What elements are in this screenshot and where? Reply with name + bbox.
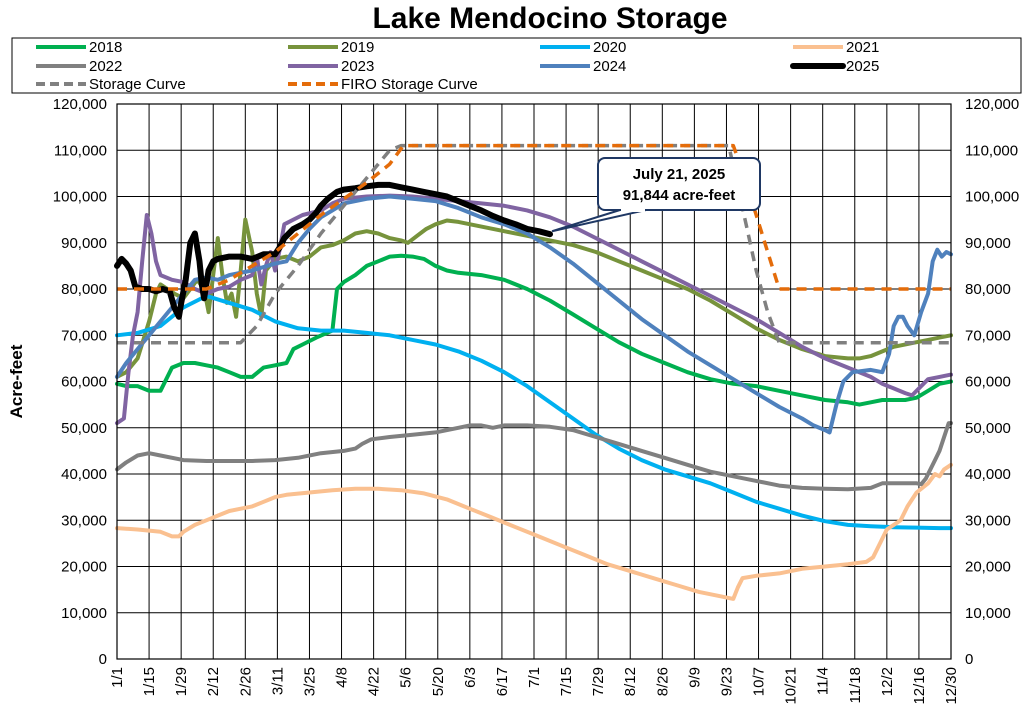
x-tick-label: 4/8 [334, 667, 351, 688]
y-tick-label-left: 110,000 [54, 142, 107, 159]
x-tick-label: 10/7 [751, 667, 768, 696]
legend-label-2024: 2024 [593, 58, 626, 75]
callout: July 21, 2025 91,844 acre-feet [551, 157, 761, 233]
x-tick-label: 11/4 [815, 667, 832, 695]
callout-seam [621, 208, 645, 212]
legend-label-2020: 2020 [593, 39, 626, 56]
callout-value: 91,844 acre-feet [623, 187, 736, 204]
y-tick-label-right: 90,000 [965, 235, 1011, 252]
x-tick-label: 8/12 [622, 667, 639, 696]
x-tick-label: 2/12 [205, 667, 222, 696]
x-tick-label: 12/16 [911, 667, 928, 705]
x-tick-label: 1/29 [173, 667, 190, 696]
x-tick-label: 6/17 [494, 667, 511, 696]
legend-label-2022: 2022 [89, 58, 122, 75]
y-tick-label-right: 50,000 [965, 420, 1011, 437]
x-tick-label: 1/15 [141, 667, 158, 696]
x-tick-label: 7/29 [590, 667, 607, 696]
y-tick-label-left: 60,000 [61, 374, 107, 391]
legend-label-2019: 2019 [341, 39, 374, 56]
y-tick-label-left: 30,000 [61, 512, 107, 529]
x-tick-label: 5/6 [398, 667, 415, 688]
y-tick-label-left: 20,000 [61, 559, 107, 576]
y-tick-label-left: 80,000 [61, 281, 107, 298]
x-tick-label: 4/22 [366, 667, 383, 696]
y-tick-label-left: 70,000 [61, 327, 107, 344]
x-tick-label: 7/1 [526, 667, 543, 688]
legend: 2018 2019 2020 2021 2022 2023 2024 2025 Storage … [11, 37, 1022, 94]
legend-label-firo-storage-curve: FIRO Storage Curve [341, 76, 478, 93]
y-tick-label-right: 110,000 [965, 142, 1018, 159]
x-tick-label: 3/25 [301, 667, 318, 696]
series-line-2018 [115, 253, 953, 407]
series-lines [114, 143, 953, 601]
y-tick-label-left: 120,000 [53, 96, 107, 113]
x-tick-label: 12/2 [879, 667, 896, 696]
axes: 0 0 10,000 10,000 20,000 20,000 30,000 30,000 40… [7, 96, 1019, 705]
x-tick-label: 2/26 [237, 667, 254, 696]
x-tick-label: 9/23 [718, 667, 735, 696]
legend-label-2018: 2018 [89, 39, 122, 56]
callout-box [597, 157, 761, 211]
legend-label-2023: 2023 [341, 58, 374, 75]
y-tick-label-right: 0 [965, 651, 973, 668]
y-tick-label-left: 90,000 [61, 235, 107, 252]
x-tick-label: 5/20 [430, 667, 447, 696]
chart-title: Lake Mendocino Storage [372, 2, 728, 35]
legend-label-2021: 2021 [846, 39, 879, 56]
series-line-2023 [115, 193, 953, 426]
x-tick-label: 1/1 [109, 667, 126, 688]
legend-box [11, 37, 1022, 94]
y-tick-label-right: 40,000 [965, 466, 1011, 483]
y-tick-label-right: 30,000 [965, 512, 1011, 529]
legend-label-2025: 2025 [846, 58, 879, 75]
x-tick-label: 12/30 [943, 667, 960, 705]
x-tick-label: 6/3 [462, 667, 479, 688]
y-tick-label-left: 50,000 [61, 420, 107, 437]
y-tick-label-right: 120,000 [965, 96, 1019, 113]
y-tick-label-right: 60,000 [965, 374, 1011, 391]
x-tick-label: 10/21 [783, 667, 800, 705]
x-tick-label: 3/11 [269, 667, 286, 695]
x-tick-label: 9/9 [686, 667, 703, 688]
series-line-2020 [115, 293, 953, 531]
x-tick-label: 7/15 [558, 667, 575, 696]
series-line-2021 [115, 462, 953, 601]
y-tick-label-right: 70,000 [965, 327, 1011, 344]
y-axis-title: Acre-feet [7, 344, 26, 418]
y-tick-label-right: 20,000 [965, 559, 1011, 576]
y-tick-label-left: 0 [99, 651, 107, 668]
series-line-2022 [115, 421, 953, 492]
x-tick-label: 8/26 [654, 667, 671, 696]
callout-date: July 21, 2025 [633, 166, 726, 183]
y-tick-label-left: 40,000 [61, 466, 107, 483]
y-tick-label-right: 10,000 [965, 605, 1011, 622]
legend-label-storage-curve: Storage Curve [89, 76, 186, 93]
y-tick-label-right: 100,000 [965, 189, 1019, 206]
series-line-storage-curve [117, 143, 951, 345]
series-line-2024 [115, 194, 953, 435]
y-tick-label-left: 10,000 [61, 605, 107, 622]
grid [116, 103, 952, 660]
plot-border [116, 103, 952, 660]
y-tick-label-right: 80,000 [965, 281, 1011, 298]
y-tick-label-left: 100,000 [53, 189, 107, 206]
x-tick-label: 11/18 [847, 667, 864, 703]
